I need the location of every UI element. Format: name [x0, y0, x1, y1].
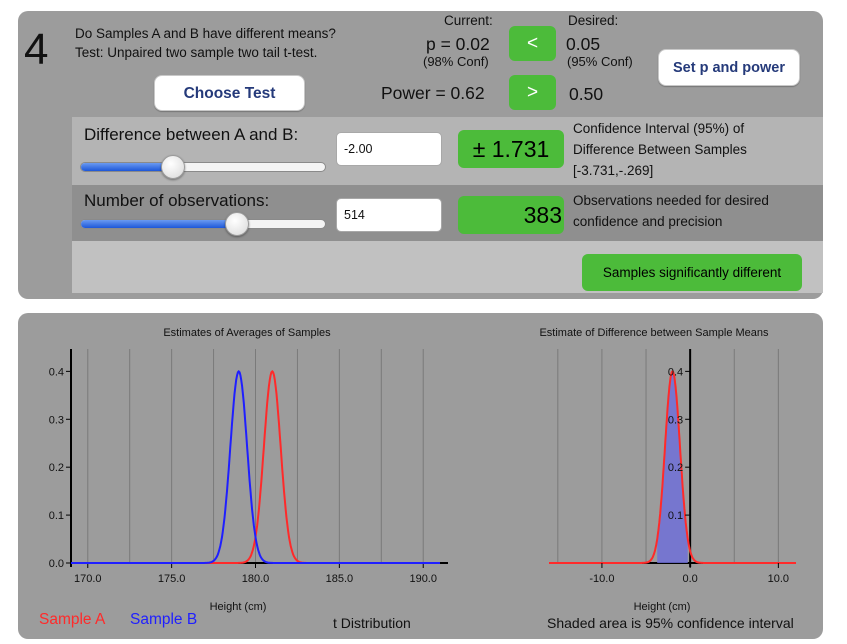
desired-power: 0.50: [569, 84, 604, 104]
sample-b-curve: [71, 369, 440, 564]
current-confidence: (98% Conf): [423, 54, 489, 69]
charts-panel: Estimates of Averages of Samples 0.0 0.1 0…: [18, 313, 823, 639]
observations-label: Number of observations:: [84, 191, 270, 210]
x-tick-label: 190.0: [409, 573, 437, 585]
difference-chart: Estimate of Difference between Sample Me…: [539, 327, 796, 613]
difference-slider-track: [80, 162, 326, 172]
difference-interval-value: ± 1.731: [458, 130, 564, 168]
difference-chart-x-ticks: -10.0 0.0 10.0: [589, 563, 789, 585]
choose-test-button[interactable]: Choose Test: [154, 75, 305, 111]
current-label: Current:: [444, 13, 493, 28]
observations-slider-track: [80, 219, 326, 229]
averages-chart-x-ticks: 170.0 175.0 180.0 185.0 190.0: [74, 563, 437, 585]
y-tick-label: 0.0: [49, 558, 64, 570]
ci-range: [-3.731,-.269]: [573, 163, 654, 178]
averages-chart-series: [71, 369, 440, 564]
observations-row: [72, 185, 823, 241]
y-tick-label: 0.4: [49, 366, 64, 378]
ci-line-2: Difference Between Samples: [573, 142, 747, 157]
distribution-note: t Distribution: [333, 615, 411, 631]
difference-row: [72, 117, 823, 185]
difference-slider-thumb[interactable]: [161, 155, 186, 179]
shaded-area-note: Shaded area is 95% confidence interval: [547, 615, 794, 631]
power-compare-button[interactable]: >: [509, 75, 556, 110]
averages-chart: Estimates of Averages of Samples 0.00.10…: [49, 327, 448, 613]
observations-slider-fill: [81, 220, 239, 228]
x-tick-label: 0.0: [682, 573, 697, 585]
question-text: Do Samples A and B have different means?: [75, 26, 336, 41]
controls-panel: 4 Do Samples A and B have different mean…: [18, 11, 823, 299]
x-tick-label: 185.0: [326, 573, 354, 585]
x-tick-label: 10.0: [768, 573, 789, 585]
ci-shaded-area: [657, 371, 688, 563]
ci-line-1: Confidence Interval (95%) of: [573, 121, 745, 136]
legend-sample-b: Sample B: [130, 611, 198, 628]
x-tick-label: 180.0: [242, 573, 270, 585]
x-tick-label: 175.0: [158, 573, 186, 585]
y-tick-label: 0.2: [49, 462, 64, 474]
significance-badge: Samples significantly different: [582, 254, 802, 291]
difference-chart-y-ticks: 0.1 0.2 0.3 0.4: [668, 366, 691, 522]
observations-slider-thumb[interactable]: [225, 212, 250, 236]
y-tick-label: 0.2: [668, 462, 683, 474]
difference-chart-ci-shade: [657, 371, 688, 563]
needed-line-1: Observations needed for desired: [573, 193, 769, 208]
y-tick-label: 0.3: [49, 414, 64, 426]
p-compare-button[interactable]: <: [509, 26, 556, 61]
step-number: 4: [24, 25, 49, 74]
y-tick-label: 0.4: [668, 366, 683, 378]
observations-input[interactable]: 514: [336, 198, 442, 232]
current-power: Power = 0.62: [381, 83, 485, 103]
y-tick-label: 0.3: [668, 414, 683, 426]
desired-label: Desired:: [568, 13, 619, 28]
observations-description: Observations needed for desired confiden…: [573, 190, 769, 232]
legend-sample-a: Sample A: [39, 611, 106, 628]
desired-p-value: 0.05: [566, 34, 601, 54]
difference-slider[interactable]: [80, 155, 326, 179]
difference-chart-xlabel: Height (cm): [634, 601, 691, 613]
difference-label: Difference between A and B:: [84, 125, 299, 144]
x-tick-label: -10.0: [589, 573, 614, 585]
difference-chart-series: [549, 370, 796, 564]
averages-chart-xlabel: Height (cm): [210, 601, 267, 613]
observations-needed-value: 383: [458, 196, 564, 234]
difference-chart-title: Estimate of Difference between Sample Me…: [539, 327, 769, 339]
averages-chart-grid: [70, 349, 448, 567]
difference-slider-fill: [81, 163, 175, 171]
averages-chart-title: Estimates of Averages of Samples: [163, 327, 331, 339]
x-tick-label: 170.0: [74, 573, 102, 585]
y-tick-label: 0.1: [668, 510, 683, 522]
desired-confidence: (95% Conf): [567, 54, 633, 69]
difference-curve: [549, 370, 796, 564]
set-p-and-power-button[interactable]: Set p and power: [658, 49, 800, 86]
y-tick-label: 0.1: [49, 510, 64, 522]
difference-input[interactable]: -2.00: [336, 132, 442, 166]
current-p-value: p = 0.02: [426, 34, 490, 54]
test-description: Test: Unpaired two sample two tail t-tes…: [75, 45, 318, 60]
charts-canvas: Estimates of Averages of Samples 0.00.10…: [49, 327, 796, 613]
observations-slider[interactable]: [80, 212, 326, 236]
averages-chart-y-ticks: 0.0 0.1 0.2 0.3 0.4: [49, 366, 71, 570]
needed-line-2: confidence and precision: [573, 214, 723, 229]
ci-description: Confidence Interval (95%) of Difference …: [573, 118, 747, 181]
